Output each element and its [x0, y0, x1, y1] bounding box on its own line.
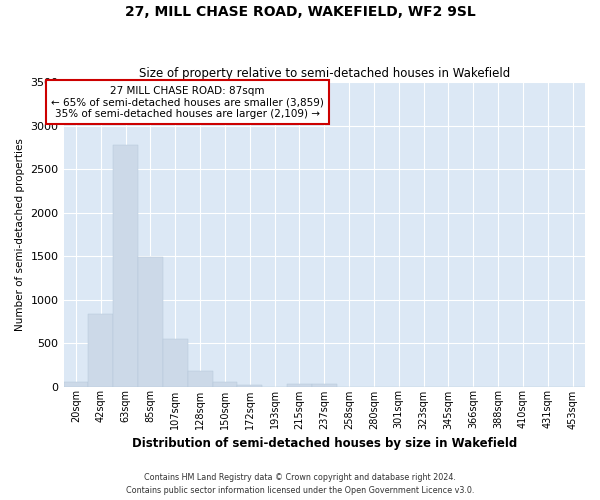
Bar	[188, 372, 212, 386]
Bar	[64, 382, 88, 386]
Bar	[138, 257, 163, 386]
Bar	[163, 338, 188, 386]
X-axis label: Distribution of semi-detached houses by size in Wakefield: Distribution of semi-detached houses by …	[131, 437, 517, 450]
Y-axis label: Number of semi-detached properties: Number of semi-detached properties	[15, 138, 25, 330]
Text: 27, MILL CHASE ROAD, WAKEFIELD, WF2 9SL: 27, MILL CHASE ROAD, WAKEFIELD, WF2 9SL	[125, 5, 475, 19]
Bar	[212, 382, 238, 386]
Bar	[88, 314, 113, 386]
Text: 27 MILL CHASE ROAD: 87sqm
← 65% of semi-detached houses are smaller (3,859)
35% : 27 MILL CHASE ROAD: 87sqm ← 65% of semi-…	[51, 86, 324, 118]
Bar	[287, 384, 312, 386]
Title: Size of property relative to semi-detached houses in Wakefield: Size of property relative to semi-detach…	[139, 66, 510, 80]
Bar	[113, 144, 138, 386]
Bar	[312, 384, 337, 386]
Bar	[238, 385, 262, 386]
Text: Contains HM Land Registry data © Crown copyright and database right 2024.
Contai: Contains HM Land Registry data © Crown c…	[126, 474, 474, 495]
